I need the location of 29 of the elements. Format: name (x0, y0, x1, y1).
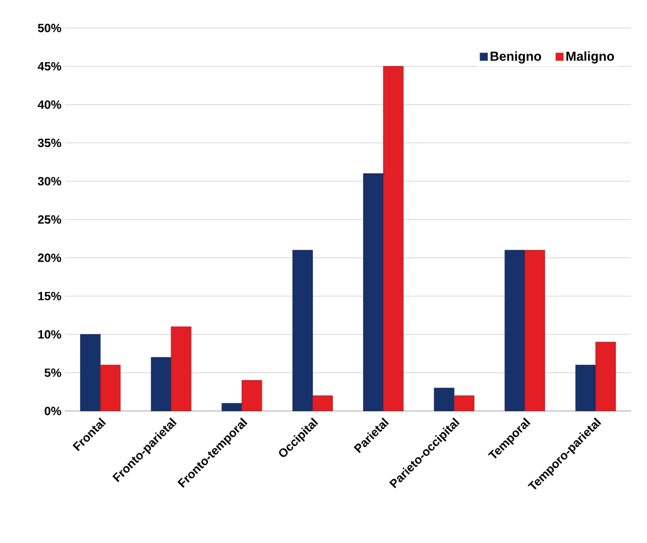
y-tick-label: 50% (38, 24, 62, 32)
bar (575, 364, 596, 412)
y-tick-label: 30% (38, 176, 62, 186)
bar (242, 380, 262, 412)
y-tick-label: 5% (44, 368, 62, 377)
bar (363, 173, 384, 412)
bar (292, 250, 313, 412)
bar (454, 395, 474, 412)
y-tick-label: 45% (38, 62, 62, 70)
bar (504, 250, 526, 412)
y-tick-label: 35% (38, 138, 62, 148)
bar (524, 250, 546, 412)
y-tick-label: 40% (38, 100, 62, 109)
y-tick-label: 25% (38, 215, 62, 224)
y-tick-label: 15% (38, 292, 62, 300)
bar (100, 364, 121, 412)
bar (383, 66, 404, 412)
bar (434, 388, 454, 412)
bar (170, 326, 192, 412)
bar (222, 403, 242, 412)
legend-label: Maligno (566, 51, 614, 64)
bar (80, 334, 101, 412)
bar (595, 342, 616, 412)
legend-label: Benigno (490, 51, 542, 64)
y-tick-label: 0% (44, 406, 62, 416)
y-tick-label: 10% (38, 330, 62, 339)
bar (312, 395, 333, 412)
y-tick-label: 20% (38, 254, 62, 262)
bar (150, 357, 172, 412)
